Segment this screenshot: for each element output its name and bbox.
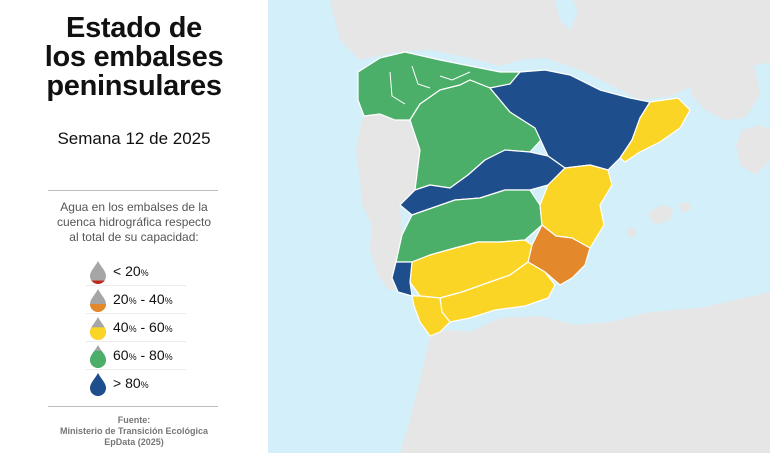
title-line-1: Estado de [66,12,202,44]
legend-label: 20% - 40% [113,291,173,307]
drop-icon [90,373,106,396]
drop-icon [90,289,106,312]
bay-inlet [555,0,578,30]
boundary-line [439,71,471,81]
legend-item-gt80: > 80% [86,370,186,397]
portugal-land [356,114,420,290]
balearic-menorca [678,201,692,213]
basin-mediterranea-andaluza [439,261,556,323]
legend-description: Agua en los embalses de la cuenca hidrog… [52,200,216,245]
source-line-1: Fuente: [117,415,151,425]
description-line-1: Agua en los embalses de la [60,200,208,214]
drop-icon [90,345,106,368]
legend-label: > 80% [113,375,149,391]
legend-item-lt20: < 20% [86,258,186,286]
source-line-3: EpData (2025) [104,437,164,447]
subtitle: Semana 12 de 2025 [57,129,211,148]
legend-item-20-40: 20% - 40% [86,286,186,314]
page-title: Estado de los embalses peninsulares [0,14,268,101]
reservoir-map [268,0,770,453]
title-line-3: peninsulares [46,70,222,102]
legend-item-60-80: 60% - 80% [86,342,186,370]
legend-label: 40% - 60% [113,319,173,335]
sardinia-south [736,125,770,175]
source-line-2: Ministerio de Transición Ecológica [59,426,209,436]
legend: < 20% 20% - 40% 40% - 60% 60% [86,258,186,397]
legend-label: 60% - 80% [113,347,173,363]
basin-cataluna [619,97,691,163]
basin-tinto-odiel-piedras [391,261,413,297]
corsica-sardinia [690,60,760,120]
legend-panel: Estado de los embalses peninsulares Sema… [0,0,268,453]
description-line-2: cuenca hidrográfica respecto [56,215,212,229]
source-credit: Fuente: Ministerio de Transición Ecológi… [40,415,228,448]
divider-top [48,190,218,191]
title-line-2: los embalses [44,41,224,73]
drop-icon [90,317,106,340]
boundary-line [389,71,406,105]
africa-land [400,292,770,453]
basin-guadalete-barbate [411,295,451,337]
balearic-mallorca [647,205,673,225]
legend-item-40-60: 40% - 60% [86,314,186,342]
boundary-line [411,65,431,89]
drop-icon [90,261,106,284]
legend-label: < 20% [113,263,149,279]
alps-land [713,0,770,40]
description-line-3: al total de su capacidad: [69,230,199,244]
divider-bottom [48,406,218,407]
balearic-ibiza [626,227,637,238]
france-land [330,0,770,100]
